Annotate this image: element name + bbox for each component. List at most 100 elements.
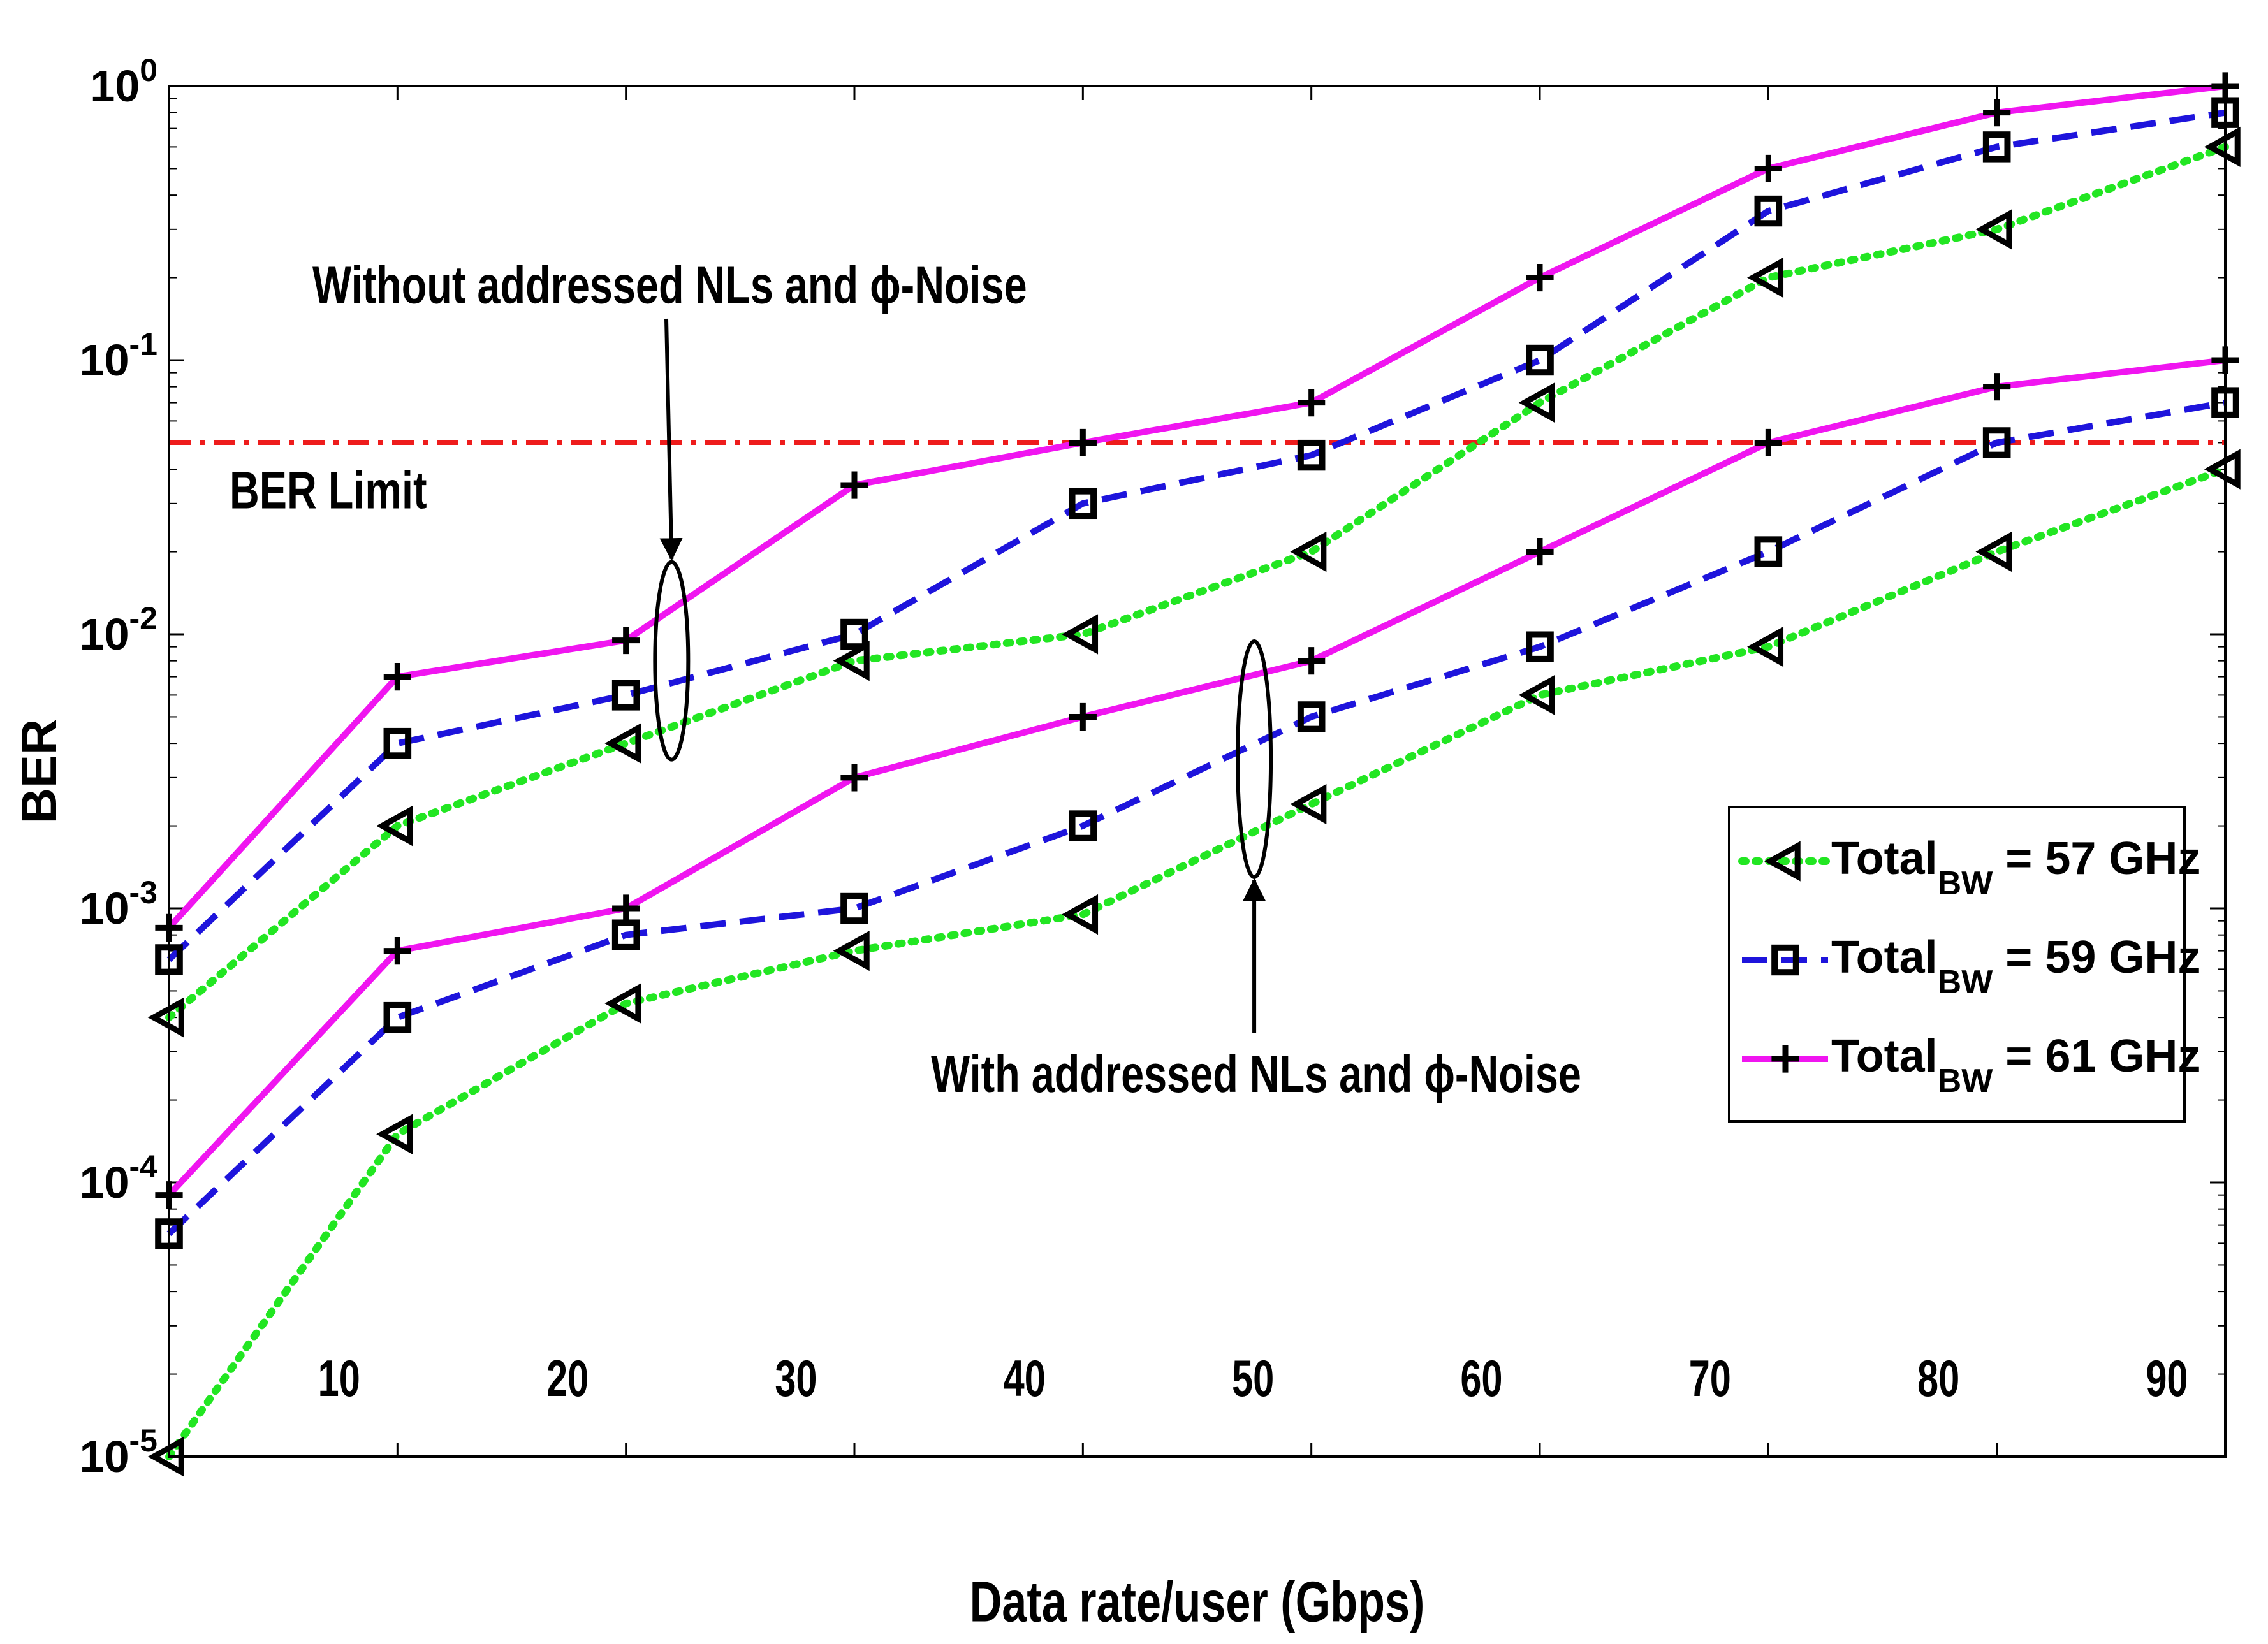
- marker-square: [611, 680, 640, 711]
- x-tick-label: 90: [2146, 1349, 2188, 1407]
- marker-square: [383, 727, 412, 759]
- marker-triangle: [833, 930, 870, 971]
- y-tick-label: 10-1: [80, 326, 157, 385]
- marker-square: [1754, 195, 1783, 227]
- data-point: [2204, 449, 2241, 490]
- legend-label: TotalBW = 59 GHz: [1831, 932, 2200, 1001]
- data-point: [840, 764, 868, 792]
- data-point: [604, 723, 641, 764]
- data-point: [1975, 209, 2012, 250]
- legend-box: [1728, 806, 2186, 1123]
- ber-limit-label: BER Limit: [230, 461, 427, 520]
- series-line: [165, 465, 2229, 1460]
- marker-square: [1069, 810, 1097, 841]
- annotations-group: Without addressed NLs and ϕ-Noise With ad…: [312, 256, 1581, 1103]
- x-tick-label: 70: [1689, 1349, 1731, 1407]
- data-point: [1518, 674, 1555, 716]
- data-point: [1983, 99, 2011, 127]
- marker-triangle: [1062, 894, 1099, 935]
- legend-entry: TotalBW = 57 GHz: [1738, 833, 2200, 902]
- data-point: [1298, 647, 1326, 675]
- marker-square: [840, 892, 868, 924]
- reference-line-group: BER Limit: [169, 440, 2225, 520]
- data-point: [1069, 702, 1097, 731]
- annotation-text-with: With addressed NLs and ϕ-Noise: [931, 1044, 1581, 1103]
- marker-square: [611, 919, 640, 950]
- data-point: [1526, 344, 1554, 376]
- x-tick-label: 40: [1004, 1349, 1046, 1407]
- data-point: [1069, 810, 1097, 841]
- legend-entry: TotalBW = 59 GHz: [1742, 932, 2200, 1001]
- marker-triangle: [1764, 841, 1801, 882]
- marker-square: [1526, 631, 1554, 662]
- marker-square: [1297, 701, 1326, 732]
- marker-triangle: [1518, 382, 1555, 423]
- marker-triangle: [2204, 126, 2241, 168]
- y-tick-label: 100: [90, 52, 157, 111]
- plot-frame: [168, 85, 2227, 1458]
- data-point: [147, 997, 184, 1038]
- data-point: [611, 919, 640, 950]
- data-point: [1983, 373, 2011, 401]
- y-tick-label: 10-5: [80, 1423, 157, 1481]
- marker-triangle: [604, 983, 641, 1024]
- marker-triangle: [1062, 614, 1099, 655]
- data-point: [383, 937, 411, 965]
- marker-square: [1982, 427, 2011, 458]
- x-tick-label: 50: [1232, 1349, 1274, 1407]
- data-point: [1754, 195, 1783, 227]
- marker-square: [840, 618, 868, 650]
- data-point: [1982, 131, 2011, 163]
- data-point: [1062, 614, 1099, 655]
- data-point: [1069, 488, 1097, 520]
- marker-square: [1754, 536, 1783, 567]
- marker-triangle: [833, 641, 870, 681]
- annotation-ellipse-without: [653, 560, 691, 762]
- y-tick-label: 10-2: [80, 600, 157, 659]
- series-line: [166, 83, 2226, 930]
- data-point: [1526, 537, 1554, 566]
- data-point: [840, 471, 868, 499]
- data-point: [611, 680, 640, 711]
- data-point: [1298, 389, 1326, 417]
- marker-triangle: [1747, 257, 1784, 298]
- series-line: [166, 109, 2226, 963]
- data-point: [1747, 257, 1784, 298]
- marker-triangle: [376, 805, 413, 847]
- series-line: [165, 143, 2229, 1022]
- data-point: [376, 1114, 413, 1154]
- data-point: [1754, 536, 1783, 567]
- data-point: [1290, 531, 1327, 572]
- data-point: [1975, 531, 2012, 572]
- data-point: [1754, 428, 1782, 457]
- marker-square: [1526, 344, 1554, 376]
- data-point: [1526, 263, 1554, 292]
- data-point: [1290, 783, 1327, 825]
- legend-label: TotalBW = 57 GHz: [1831, 833, 2200, 902]
- data-point: [612, 894, 640, 922]
- marker-triangle: [147, 997, 184, 1038]
- series-group: [147, 72, 2241, 1477]
- series-with-3: [147, 449, 2241, 1477]
- x-tick-label: 30: [775, 1349, 817, 1407]
- data-point: [833, 641, 870, 681]
- series-without-0: [147, 126, 2241, 1038]
- marker-square: [1297, 439, 1326, 471]
- data-point: [1518, 382, 1555, 423]
- data-point: [1526, 631, 1554, 662]
- y-tick-label: 10-4: [80, 1149, 158, 1207]
- series-line: [166, 399, 2226, 1237]
- x-tick-label: 60: [1460, 1349, 1502, 1407]
- series-with-5: [155, 346, 2239, 1209]
- data-point: [840, 892, 868, 924]
- data-point: [604, 983, 641, 1024]
- y-axis-title: BER: [11, 719, 67, 824]
- annotation-text-without: Without addressed NLs and ϕ-Noise: [312, 256, 1027, 314]
- data-point: [2204, 126, 2241, 168]
- marker-square: [1982, 131, 2011, 163]
- data-point: [1069, 428, 1097, 457]
- marker-triangle: [1290, 783, 1327, 825]
- marker-triangle: [1518, 674, 1555, 716]
- marker-triangle: [1290, 531, 1327, 572]
